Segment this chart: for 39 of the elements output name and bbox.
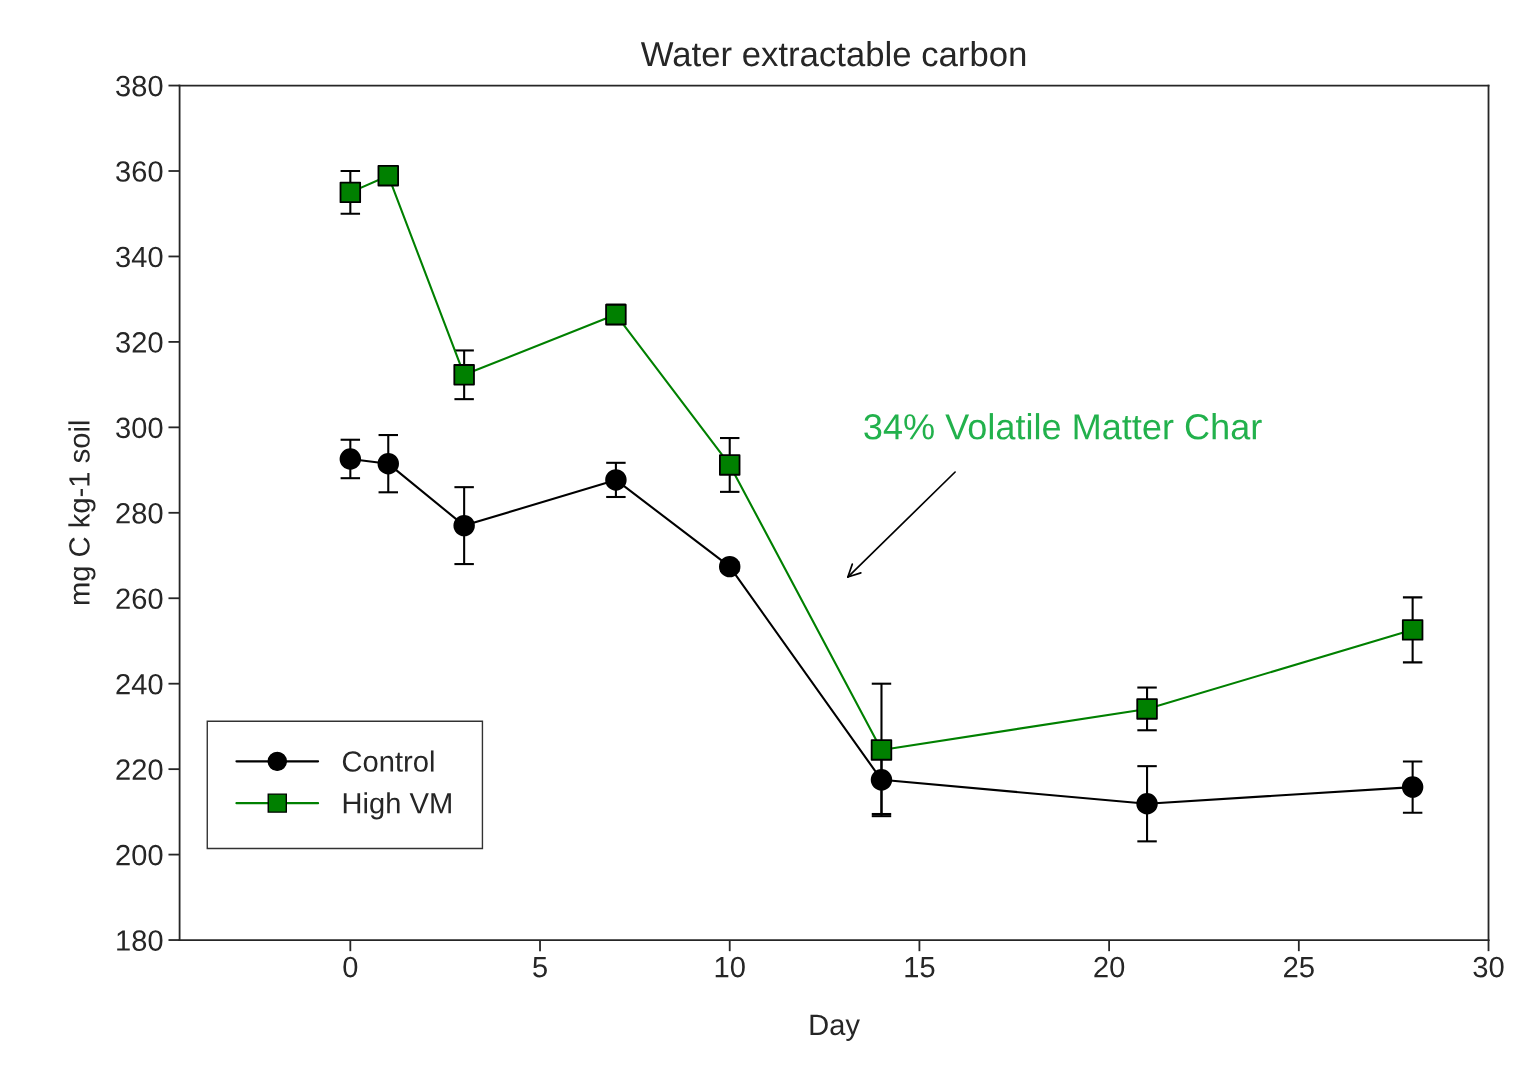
x-tick-label: 25 bbox=[1284, 956, 1314, 978]
point bbox=[377, 452, 399, 475]
point bbox=[605, 469, 627, 491]
point bbox=[339, 181, 362, 204]
y-tick-label: 220 bbox=[116, 759, 163, 780]
x-axis-title: Day bbox=[810, 1014, 860, 1041]
annotation: 34% Volatile Matter Char bbox=[864, 413, 1262, 440]
chart-title: Water extractable carbon bbox=[640, 40, 1026, 67]
point bbox=[453, 364, 475, 386]
y-tick-label: 360 bbox=[116, 161, 163, 182]
y-tick-label: 280 bbox=[116, 503, 163, 524]
y-tick-label: 380 bbox=[116, 75, 163, 97]
point bbox=[870, 739, 893, 761]
x-tick-label: 0 bbox=[343, 956, 358, 978]
point bbox=[453, 514, 475, 537]
y-tick-label: 340 bbox=[116, 246, 163, 268]
point bbox=[1401, 776, 1424, 798]
point bbox=[870, 769, 893, 791]
point bbox=[1136, 698, 1158, 720]
point bbox=[718, 555, 741, 578]
x-tick-label: 30 bbox=[1473, 956, 1504, 978]
x-tick-label: 20 bbox=[1094, 956, 1125, 978]
point bbox=[377, 164, 399, 187]
legend-label: High VM bbox=[343, 792, 451, 820]
y-tick-label: 180 bbox=[117, 930, 163, 951]
legend-label: Control bbox=[342, 750, 434, 772]
x-tick-label: 5 bbox=[533, 957, 547, 978]
point bbox=[1401, 619, 1424, 641]
y-axis-title: mg C kg-1 soil bbox=[68, 421, 96, 605]
y-tick-label: 240 bbox=[116, 673, 163, 695]
point bbox=[1136, 793, 1158, 815]
x-tick-label: 15 bbox=[905, 957, 935, 978]
x-tick-label: 10 bbox=[715, 956, 745, 978]
y-tick-label: 200 bbox=[116, 844, 163, 866]
y-tick-label: 320 bbox=[116, 332, 163, 353]
point bbox=[339, 448, 362, 470]
y-tick-label: 260 bbox=[116, 588, 163, 610]
point bbox=[718, 454, 741, 476]
y-tick-label: 300 bbox=[116, 417, 163, 439]
